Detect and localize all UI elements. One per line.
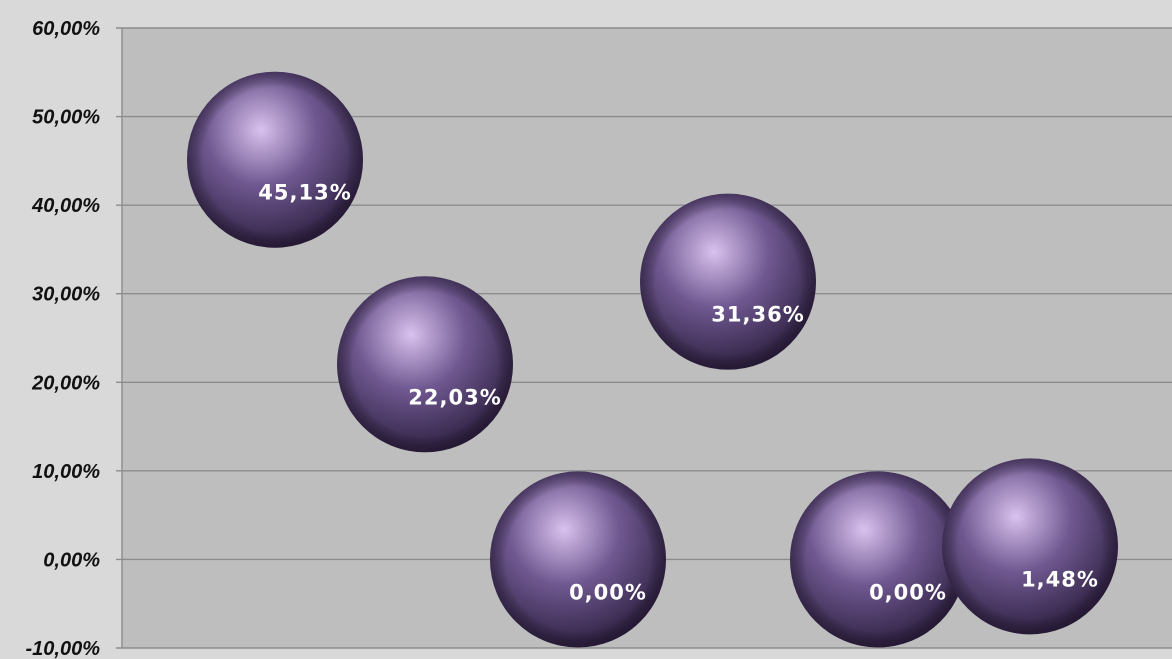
y-tick-label: 40,00% (31, 195, 100, 217)
y-tick-label: 10,00% (32, 461, 100, 483)
bubble-rim-shade (490, 471, 666, 648)
y-tick-label: 50,00% (32, 107, 100, 129)
y-axis-tick-labels: -10,00% 0,00% 10,00% 20,00% 30,00% 40,00% 50,0… (26, 18, 101, 659)
data-label: 31,36% (711, 303, 804, 327)
bubble-rim-shade (790, 471, 966, 648)
bubble-rim-shade (942, 458, 1118, 635)
y-tick-label: 0,00% (43, 549, 100, 571)
data-label: 22,03% (408, 385, 501, 409)
bubble-rim-shade (187, 71, 363, 248)
data-label: 0,00% (569, 580, 647, 604)
data-label: 1,48% (1021, 567, 1099, 591)
y-tick-label: -10,00% (26, 638, 101, 659)
bubble-rim-shade (640, 193, 816, 370)
data-labels: 45,13% 22,03% 0,00% 31,36% 0,00% 1,48% (258, 181, 1099, 605)
y-tick-label: 20,00% (31, 372, 100, 394)
data-label: 0,00% (869, 580, 947, 604)
y-tick-label: 60,00% (32, 18, 100, 40)
bubble-series (187, 71, 1118, 648)
y-tick-label: 30,00% (32, 284, 100, 306)
data-label: 45,13% (258, 181, 351, 205)
bubble-rim-shade (337, 276, 513, 453)
